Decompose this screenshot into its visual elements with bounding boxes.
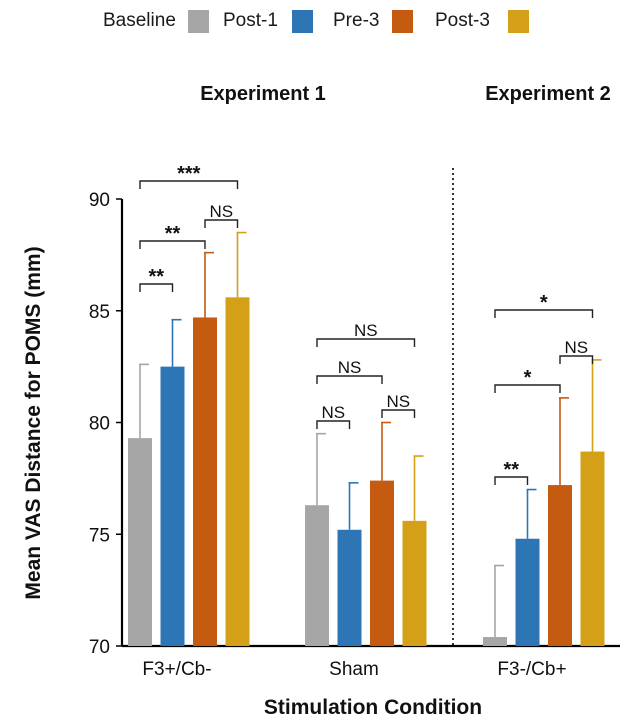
legend: Baseline Post-1 Pre-3 Post-3	[103, 10, 529, 33]
legend-swatch-post-1	[292, 10, 313, 33]
sig-label-1: **	[148, 266, 164, 288]
experiment-labels: Experiment 1 Experiment 2	[200, 83, 611, 105]
experiment-label-2: Experiment 2	[485, 83, 611, 105]
legend-swatch-post-3	[508, 10, 529, 33]
sig-bracket-7	[381, 409, 416, 418]
category-label-f3-cb: F3-/Cb+	[497, 659, 566, 680]
error-bars	[139, 231, 602, 638]
bar-pre-3-f3-cb	[548, 485, 572, 646]
legend-label-baseline: Baseline	[103, 10, 176, 31]
bar-post-1-f3-cb	[160, 366, 185, 646]
sig-bracket-11	[559, 355, 594, 364]
sig-bracket-1	[139, 283, 174, 292]
sig-label-9: **	[503, 459, 519, 481]
bar-baseline-f3-cb	[128, 438, 152, 646]
sig-label-12: *	[540, 292, 548, 314]
bar-baseline-f3-cb	[483, 637, 507, 646]
y-tick-label-85: 85	[89, 302, 110, 323]
bar-post-3-f3-cb	[225, 297, 250, 646]
sig-label-4: ***	[177, 163, 201, 185]
y-tick-label-75: 75	[89, 525, 110, 546]
bar-post-3-f3-cb	[580, 451, 605, 646]
sig-bracket-5	[316, 420, 351, 429]
legend-label-post-3: Post-3	[435, 10, 490, 31]
sig-label-10: *	[524, 367, 532, 389]
sig-bracket-9	[494, 476, 529, 485]
sig-bracket-4	[139, 180, 239, 189]
y-tick-label-80: 80	[89, 414, 110, 435]
y-tick-label-90: 90	[89, 190, 110, 211]
bar-pre-3-f3-cb	[193, 317, 217, 646]
bar-pre-3-sham	[370, 480, 394, 646]
sig-bracket-2	[139, 240, 206, 249]
sig-label-8: NS	[354, 321, 378, 340]
category-label-f3-cb: F3+/Cb-	[142, 659, 211, 680]
sig-label-5: NS	[321, 403, 345, 422]
sig-label-3: NS	[209, 202, 233, 221]
sig-bracket-10	[494, 384, 561, 393]
legend-swatch-baseline	[188, 10, 209, 33]
sig-label-11: NS	[564, 338, 588, 357]
legend-label-pre-3: Pre-3	[333, 10, 379, 31]
sig-bracket-3	[204, 219, 239, 228]
sig-label-7: NS	[386, 392, 410, 411]
y-axis-title: Mean VAS Distance for POMS (mm)	[22, 246, 45, 599]
y-tick-label-70: 70	[89, 637, 110, 658]
legend-label-post-1: Post-1	[223, 10, 278, 31]
axis-titles: Stimulation Condition Mean VAS Distance f…	[22, 246, 482, 719]
bar-post-1-f3-cb	[515, 538, 540, 646]
sig-label-2: **	[165, 223, 181, 245]
bar-baseline-sham	[305, 505, 329, 646]
sig-bracket-12	[494, 309, 594, 318]
bar-post-1-sham	[337, 529, 362, 646]
sig-label-6: NS	[338, 358, 362, 377]
sig-bracket-6	[316, 375, 383, 384]
x-axis-title: Stimulation Condition	[264, 696, 482, 719]
experiment-label-1: Experiment 1	[200, 83, 326, 105]
category-label-sham: Sham	[329, 659, 379, 680]
legend-swatch-pre-3	[392, 10, 413, 33]
sig-bracket-8	[316, 338, 416, 347]
bar-post-3-sham	[402, 520, 427, 646]
category-labels: F3+/Cb- Sham F3-/Cb+	[142, 659, 566, 680]
bars	[128, 297, 605, 646]
